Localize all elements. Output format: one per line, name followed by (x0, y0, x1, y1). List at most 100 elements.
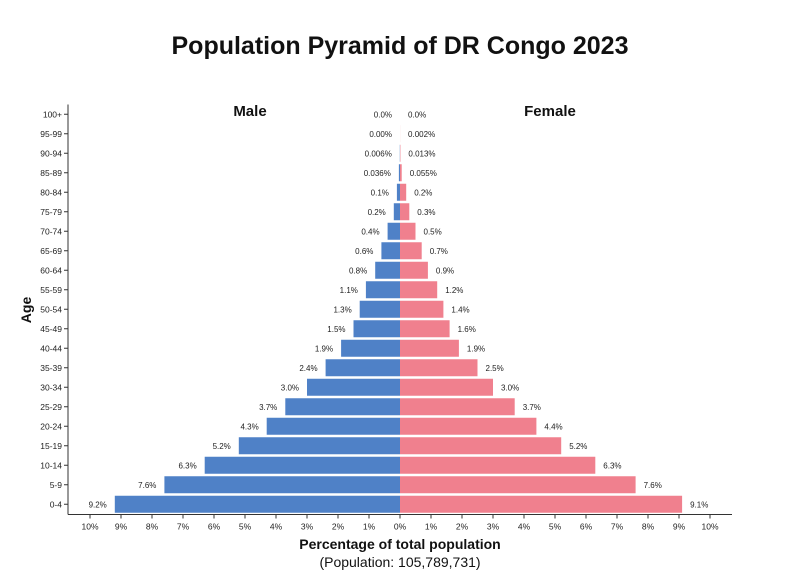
male-value-label: 1.5% (327, 325, 345, 334)
male-bar (365, 281, 400, 299)
female-value-label: 4.4% (544, 422, 562, 431)
male-bar (114, 495, 401, 513)
female-value-label: 0.2% (414, 188, 432, 197)
age-group-tick-label: 85-89 (40, 168, 62, 178)
x-tick-label: 2% (332, 522, 345, 532)
female-bar (400, 417, 537, 435)
age-group-tick-label: 40-44 (40, 343, 62, 353)
female-bar (400, 203, 410, 221)
male-value-label: 0.0% (374, 110, 392, 119)
x-tick-label: 2% (456, 522, 469, 532)
male-bar (387, 222, 400, 240)
x-tick-label: 8% (642, 522, 655, 532)
female-value-label: 9.1% (690, 500, 708, 509)
x-tick-label: 1% (425, 522, 438, 532)
male-bar (353, 320, 400, 338)
female-value-label: 0.002% (408, 130, 435, 139)
x-axis-ticks: 10% 9% 8% 7% 6% 5% 4% 3% 2% 1% 0% 1% 2% 3% 4% 5% 6% 7% 8% 9… (81, 514, 719, 532)
female-bar (400, 456, 596, 474)
x-tick-label: 1% (363, 522, 376, 532)
x-tick-label: 9% (673, 522, 686, 532)
x-tick-label: 7% (177, 522, 190, 532)
age-group-tick-label: 25-29 (40, 402, 62, 412)
female-value-label: 3.0% (501, 383, 519, 392)
female-bar (400, 398, 515, 416)
female-value-label: 1.9% (467, 344, 485, 353)
female-value-label: 0.9% (436, 266, 454, 275)
age-group-tick-label: 10-14 (40, 460, 62, 470)
female-bar (400, 378, 493, 396)
age-group-tick-label: 80-84 (40, 187, 62, 197)
male-value-label: 7.6% (138, 481, 156, 490)
age-group-tick-label: 95-99 (40, 129, 62, 139)
male-bar (204, 456, 400, 474)
age-group-tick-label: 60-64 (40, 265, 62, 275)
x-tick-label: 10% (701, 522, 718, 532)
bars-group: 0.0% 0.0% 0.00% 0.002% 0.006% 0.013% 0.036% 0.0… (89, 110, 708, 513)
male-bar (325, 359, 400, 377)
female-bar (400, 359, 478, 377)
male-value-label: 0.006% (365, 149, 392, 158)
female-bar (400, 320, 450, 338)
male-bar (381, 242, 400, 260)
male-bar (266, 417, 400, 435)
female-value-label: 2.5% (486, 364, 504, 373)
female-bar (400, 164, 402, 182)
age-group-tick-label: 5-9 (50, 480, 63, 490)
female-value-label: 0.013% (408, 149, 435, 158)
x-tick-label: 3% (301, 522, 314, 532)
age-group-tick-label: 30-34 (40, 382, 62, 392)
x-tick-label: 6% (208, 522, 221, 532)
male-bar (396, 183, 400, 201)
female-value-label: 0.0% (408, 110, 426, 119)
female-value-label: 7.6% (644, 481, 662, 490)
legend-male-label: Male (233, 103, 266, 120)
male-bar (164, 476, 400, 494)
male-bar (375, 261, 400, 279)
age-group-tick-label: 55-59 (40, 285, 62, 295)
male-value-label: 0.6% (355, 247, 373, 256)
female-bar (400, 339, 459, 357)
female-bar (400, 300, 444, 318)
female-bar (400, 261, 428, 279)
male-value-label: 9.2% (89, 500, 107, 509)
male-value-label: 4.3% (240, 422, 258, 431)
male-value-label: 1.3% (333, 305, 351, 314)
female-value-label: 1.2% (445, 286, 463, 295)
male-bar (398, 164, 400, 182)
population-subtitle: (Population: 105,789,731) (319, 554, 480, 570)
male-value-label: 3.7% (259, 403, 277, 412)
female-bar (400, 495, 683, 513)
female-value-label: 0.5% (424, 227, 442, 236)
female-value-label: 3.7% (523, 403, 541, 412)
x-tick-label: 5% (549, 522, 562, 532)
legend-female-label: Female (524, 103, 576, 120)
male-value-label: 1.9% (315, 344, 333, 353)
female-bar (400, 183, 407, 201)
x-tick-label: 4% (518, 522, 531, 532)
male-bar (341, 339, 400, 357)
female-bar (400, 476, 636, 494)
male-value-label: 3.0% (281, 383, 299, 392)
male-value-label: 0.2% (368, 208, 386, 217)
male-value-label: 0.8% (349, 266, 367, 275)
female-bar (400, 242, 422, 260)
age-group-tick-label: 50-54 (40, 304, 62, 314)
x-tick-label: 6% (580, 522, 593, 532)
x-tick-label: 4% (270, 522, 283, 532)
male-value-label: 0.00% (369, 130, 392, 139)
female-value-label: 6.3% (603, 461, 621, 470)
x-tick-label: 0% (394, 522, 407, 532)
age-group-tick-label: 75-79 (40, 207, 62, 217)
age-group-tick-label: 100+ (43, 109, 62, 119)
x-axis-label: Percentage of total population (299, 536, 500, 552)
male-value-label: 1.1% (340, 286, 358, 295)
female-value-label: 5.2% (569, 442, 587, 451)
age-group-tick-label: 35-39 (40, 363, 62, 373)
male-bar (393, 203, 400, 221)
age-group-tick-label: 20-24 (40, 421, 62, 431)
female-bar (400, 281, 438, 299)
x-tick-label: 10% (81, 522, 98, 532)
female-bar (400, 222, 416, 240)
